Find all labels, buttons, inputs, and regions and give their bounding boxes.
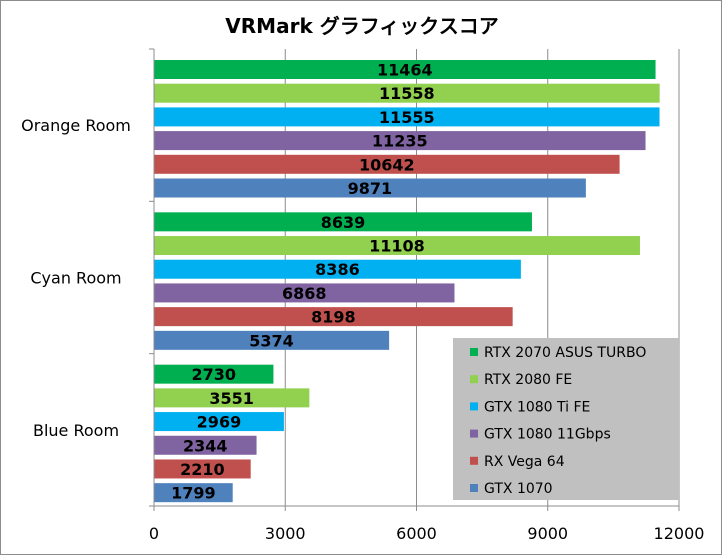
bar	[154, 107, 660, 127]
legend-swatch	[470, 456, 478, 465]
bar	[154, 259, 521, 279]
bar	[154, 283, 455, 303]
bar-value-label: 11235	[372, 132, 428, 151]
bar-value-label: 2969	[197, 413, 242, 432]
bar	[154, 412, 284, 432]
bar	[154, 236, 640, 256]
legend-label: GTX 1080 11Gbps	[484, 427, 611, 443]
bar-value-label: 6868	[282, 284, 327, 303]
legend-label: GTX 1080 Ti FE	[484, 399, 590, 415]
legend-swatch	[470, 429, 478, 438]
bar	[154, 60, 656, 79]
bar-value-label: 8639	[321, 213, 366, 232]
bar	[154, 364, 274, 384]
bar-value-label: 11108	[369, 237, 425, 256]
x-tick-label: 0	[149, 524, 159, 543]
bar	[154, 330, 390, 350]
bar-value-label: 11558	[379, 84, 435, 103]
x-tick-label: 12000	[654, 524, 705, 543]
bar	[154, 83, 660, 103]
bar	[154, 388, 310, 408]
category-label: Cyan Room	[30, 269, 121, 288]
bar-value-label: 2730	[191, 365, 236, 384]
bar	[154, 212, 532, 232]
bar-value-label: 11464	[377, 61, 433, 80]
bar-value-label: 11555	[379, 108, 435, 127]
bar-value-label: 8198	[311, 308, 356, 327]
bar-value-label: 1799	[171, 484, 216, 503]
legend-swatch	[470, 402, 478, 411]
x-tick-label: 9000	[527, 524, 568, 543]
chart-title: VRMark グラフィックスコア	[225, 14, 498, 38]
legend-label: RTX 2070 ASUS TURBO	[484, 345, 646, 361]
axes: 0 3000 6000 9000 12000 Orange Room Cyan Room Bl…	[21, 48, 705, 543]
bar-value-label: 2210	[180, 460, 225, 479]
category-label: Blue Room	[33, 421, 119, 440]
bar	[154, 483, 233, 503]
bar	[154, 307, 513, 327]
x-tick-label: 6000	[396, 524, 437, 543]
legend-swatch	[470, 348, 478, 356]
legend-box	[453, 338, 679, 500]
bar	[154, 435, 257, 455]
legend-swatch	[470, 484, 478, 492]
bar-value-label: 9871	[348, 179, 393, 198]
legend-label: GTX 1070	[484, 481, 553, 497]
bar-value-label: 5374	[249, 331, 294, 350]
bar	[154, 131, 646, 151]
bar	[154, 178, 586, 198]
x-tick-label: 3000	[265, 524, 306, 543]
bar-value-label: 8386	[315, 260, 360, 279]
legend-swatch	[470, 375, 478, 384]
bar-value-label: 10642	[359, 155, 415, 174]
bar	[154, 154, 620, 174]
legend-label: RX Vega 64	[484, 454, 565, 470]
category-label: Orange Room	[21, 116, 131, 135]
bar	[154, 459, 251, 479]
legend: RTX 2070 ASUS TURBO RTX 2080 FE GTX 1080 T…	[453, 338, 679, 500]
bar-value-label: 2344	[183, 436, 228, 455]
legend-label: RTX 2080 FE	[484, 372, 572, 388]
bar-value-label: 3551	[209, 389, 254, 408]
